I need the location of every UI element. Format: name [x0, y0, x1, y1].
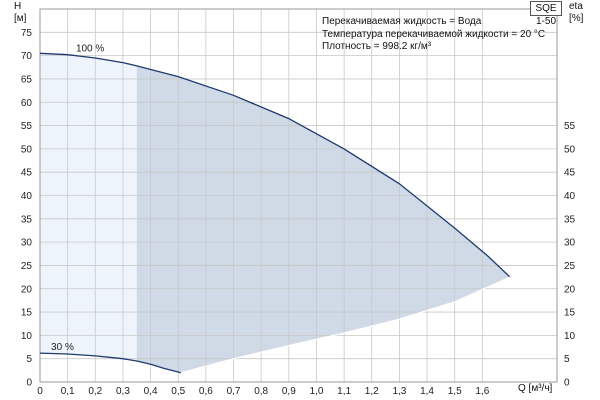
y-tick-label-left: 75 [21, 28, 33, 39]
x-tick-label: 0 [37, 386, 43, 397]
x-tick-label: 1,2 [365, 386, 379, 397]
y-tick-label-right: 40 [564, 191, 576, 202]
x-tick-label: 0,5 [171, 386, 185, 397]
y-tick-label-left: 55 [21, 121, 33, 132]
chart-grid [39, 8, 558, 383]
y-tick-label-left: 40 [21, 191, 33, 202]
y-tick-label-left: 60 [21, 98, 33, 109]
y-tick-label-left: 25 [21, 261, 33, 272]
y-tick-label-left: 20 [21, 284, 33, 295]
y-tick-label-right: 45 [564, 168, 576, 179]
y-axis-label-left: H [14, 1, 22, 12]
y-tick-label-right: 20 [564, 284, 576, 295]
x-tick-label: 1,6 [475, 386, 489, 397]
shaded-region-1 [40, 53, 137, 362]
y-tick-label-left: 50 [21, 144, 33, 155]
y-tick-label-left: 65 [21, 74, 33, 85]
series-label-100: 100 % [76, 44, 104, 55]
fluid-line: Перекачиваемая жидкость = Вода [322, 16, 482, 27]
y-tick-label-left: 70 [21, 51, 33, 62]
fluid-info: Перекачиваемая жидкость = Вода Температу… [322, 16, 545, 54]
y-tick-label-right: 10 [564, 331, 576, 342]
y-tick-label-left: 30 [21, 238, 33, 249]
y-axis-label-right: eta [569, 1, 583, 12]
series-labels: 100 % 30 % [51, 44, 104, 353]
x-tick-label: 0,9 [282, 386, 296, 397]
tick-labels: 0 0,1 0,2 0,3 0,4 0,5 0,6 0,7 0,8 0,9 1,0 1,1 1,2 1,3… [21, 28, 576, 397]
curve-layer [39, 52, 511, 374]
y-tick-label-left: 0 [26, 378, 32, 389]
x-tick-label: 1,1 [337, 386, 351, 397]
density-line: Плотность = 998.2 кг/м³ [322, 41, 432, 52]
x-tick-label: 0,4 [144, 386, 158, 397]
y-tick-label-left: 35 [21, 214, 33, 225]
y-axis-unit-left: [м] [14, 13, 27, 24]
y-axis-unit-right: [%] [569, 13, 584, 24]
y-tick-label-left: 5 [26, 354, 32, 365]
x-tick-label: 1,0 [310, 386, 324, 397]
y-tick-label-right: 30 [564, 238, 576, 249]
x-tick-label: 0,6 [199, 386, 213, 397]
y-tick-label-right: 50 [564, 144, 576, 155]
y-tick-label-right: 5 [564, 354, 570, 365]
x-tick-label: 1,4 [420, 386, 434, 397]
x-tick-label: 1,3 [392, 386, 406, 397]
x-tick-label: 0,2 [88, 386, 102, 397]
y-tick-label-right: 35 [564, 214, 576, 225]
y-tick-label-right: 0 [564, 378, 570, 389]
temperature-line: Температура перекачиваемой жидкости = 20… [322, 28, 546, 40]
series-label-30: 30 % [51, 342, 74, 353]
x-tick-label: 0,3 [116, 386, 130, 397]
operating-region [40, 53, 510, 373]
curve-100-percent [39, 52, 511, 278]
x-tick-label: 0,1 [61, 386, 75, 397]
y-tick-label-left: 10 [21, 331, 33, 342]
x-tick-label: 0,7 [227, 386, 241, 397]
x-tick-label: 1,5 [448, 386, 462, 397]
curve-30-percent [39, 352, 182, 374]
plot-frame [39, 8, 558, 383]
y-tick-label-left: 45 [21, 168, 33, 179]
curve-min-boundary [180, 276, 511, 374]
model-badge: SQE 1-50 [530, 1, 562, 27]
y-tick-label-left: 15 [21, 308, 33, 319]
y-tick-label-right: 55 [564, 121, 576, 132]
y-tick-label-right: 25 [564, 261, 576, 272]
x-axis-label: Q [м³/ч] [518, 383, 553, 394]
x-tick-label: 0,8 [254, 386, 268, 397]
y-tick-label-right: 15 [564, 308, 576, 319]
